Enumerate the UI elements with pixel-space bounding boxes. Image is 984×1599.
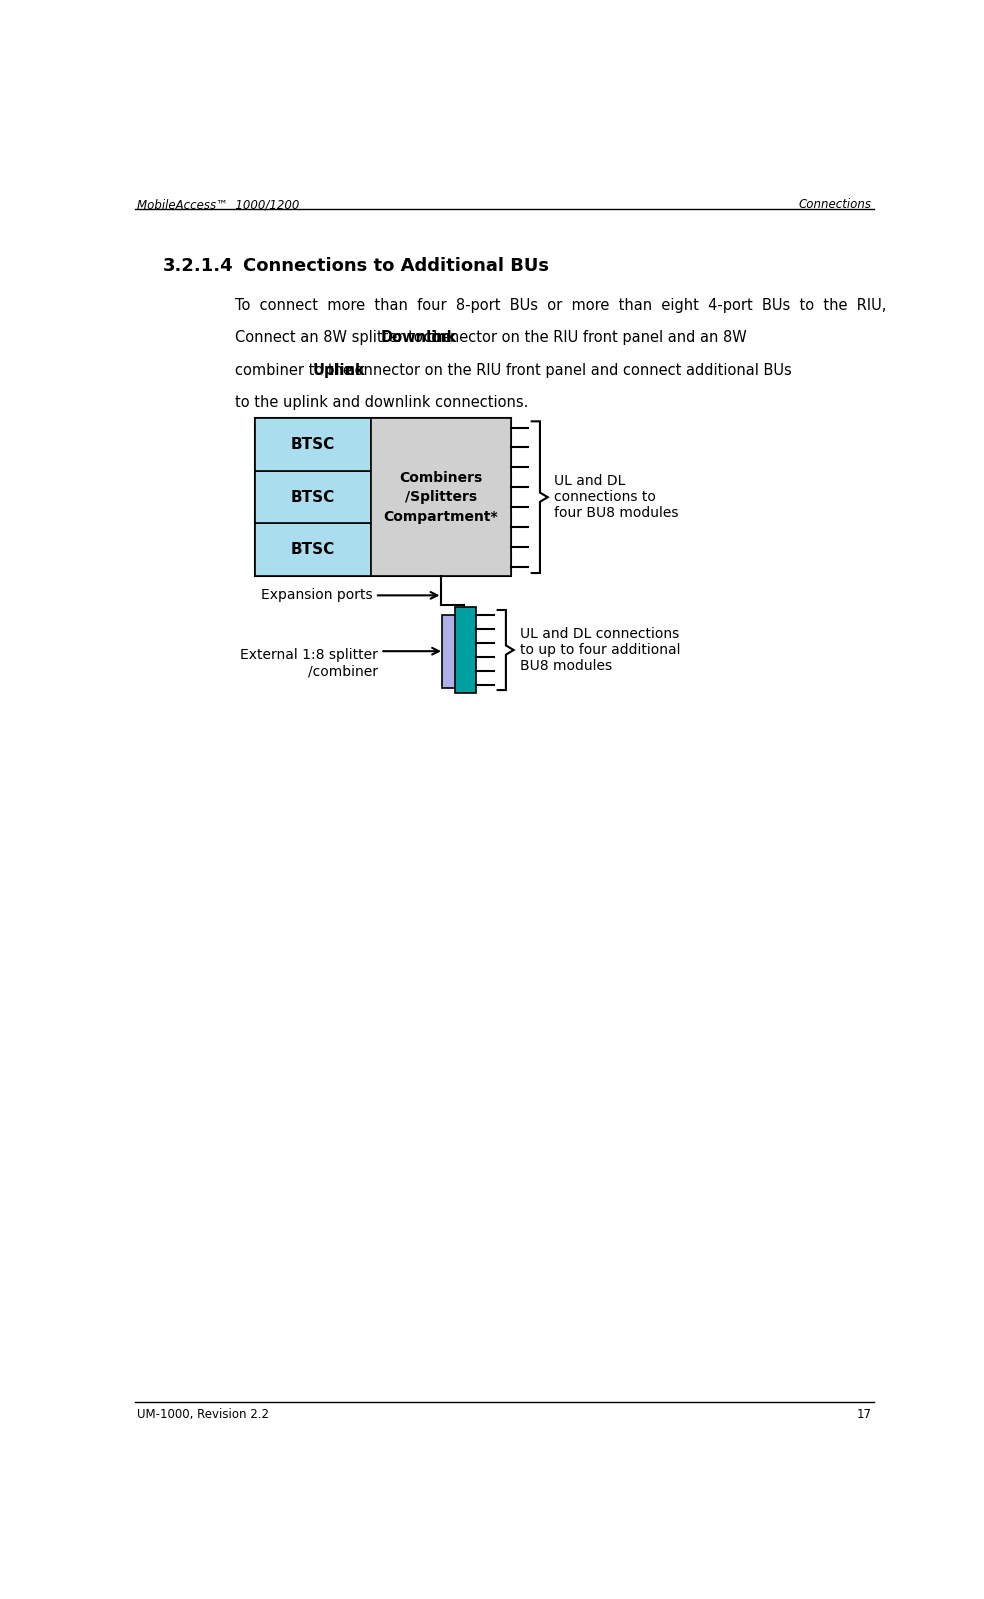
Text: connector on the RIU front panel and connect additional BUs: connector on the RIU front panel and con… (341, 363, 791, 377)
Bar (443, 614, 475, 688)
Text: UL and DL
connections to
four BU8 modules: UL and DL connections to four BU8 module… (554, 473, 678, 520)
Text: connector on the RIU front panel and an 8W: connector on the RIU front panel and an … (419, 331, 747, 345)
Text: UL and DL connections
to up to four additional
BU8 modules: UL and DL connections to up to four addi… (520, 627, 680, 673)
Text: Connections: Connections (799, 198, 872, 211)
Text: To  connect  more  than  four  8-port  BUs  or  more  than  eight  4-port  BUs  : To connect more than four 8-port BUs or … (235, 297, 887, 313)
Bar (371, 419, 511, 576)
Bar (255, 419, 371, 470)
Text: combiner to the: combiner to the (235, 363, 357, 377)
Bar (255, 419, 511, 576)
Text: Expansion ports: Expansion ports (261, 588, 373, 603)
Text: Connect an 8W splitter to the: Connect an 8W splitter to the (235, 331, 457, 345)
Text: External 1:8 splitter
/combiner: External 1:8 splitter /combiner (240, 648, 378, 678)
Text: MobileAccess™  1000/1200: MobileAccess™ 1000/1200 (137, 198, 299, 211)
Text: Connections to Additional BUs: Connections to Additional BUs (243, 257, 549, 275)
Text: to the uplink and downlink connections.: to the uplink and downlink connections. (235, 395, 528, 411)
Text: Combiners
/Splitters
Compartment*: Combiners /Splitters Compartment* (384, 470, 498, 524)
Text: BTSC: BTSC (291, 489, 336, 505)
Text: UM-1000, Revision 2.2: UM-1000, Revision 2.2 (137, 1407, 269, 1420)
Text: BTSC: BTSC (291, 437, 336, 453)
Bar (455, 608, 476, 692)
Text: 3.2.1.4: 3.2.1.4 (163, 257, 234, 275)
Text: 17: 17 (857, 1407, 872, 1420)
Text: BTSC: BTSC (291, 542, 336, 558)
Bar (255, 470, 371, 523)
Text: Uplink: Uplink (313, 363, 365, 377)
Bar (255, 523, 371, 576)
Text: Downlink: Downlink (380, 331, 457, 345)
